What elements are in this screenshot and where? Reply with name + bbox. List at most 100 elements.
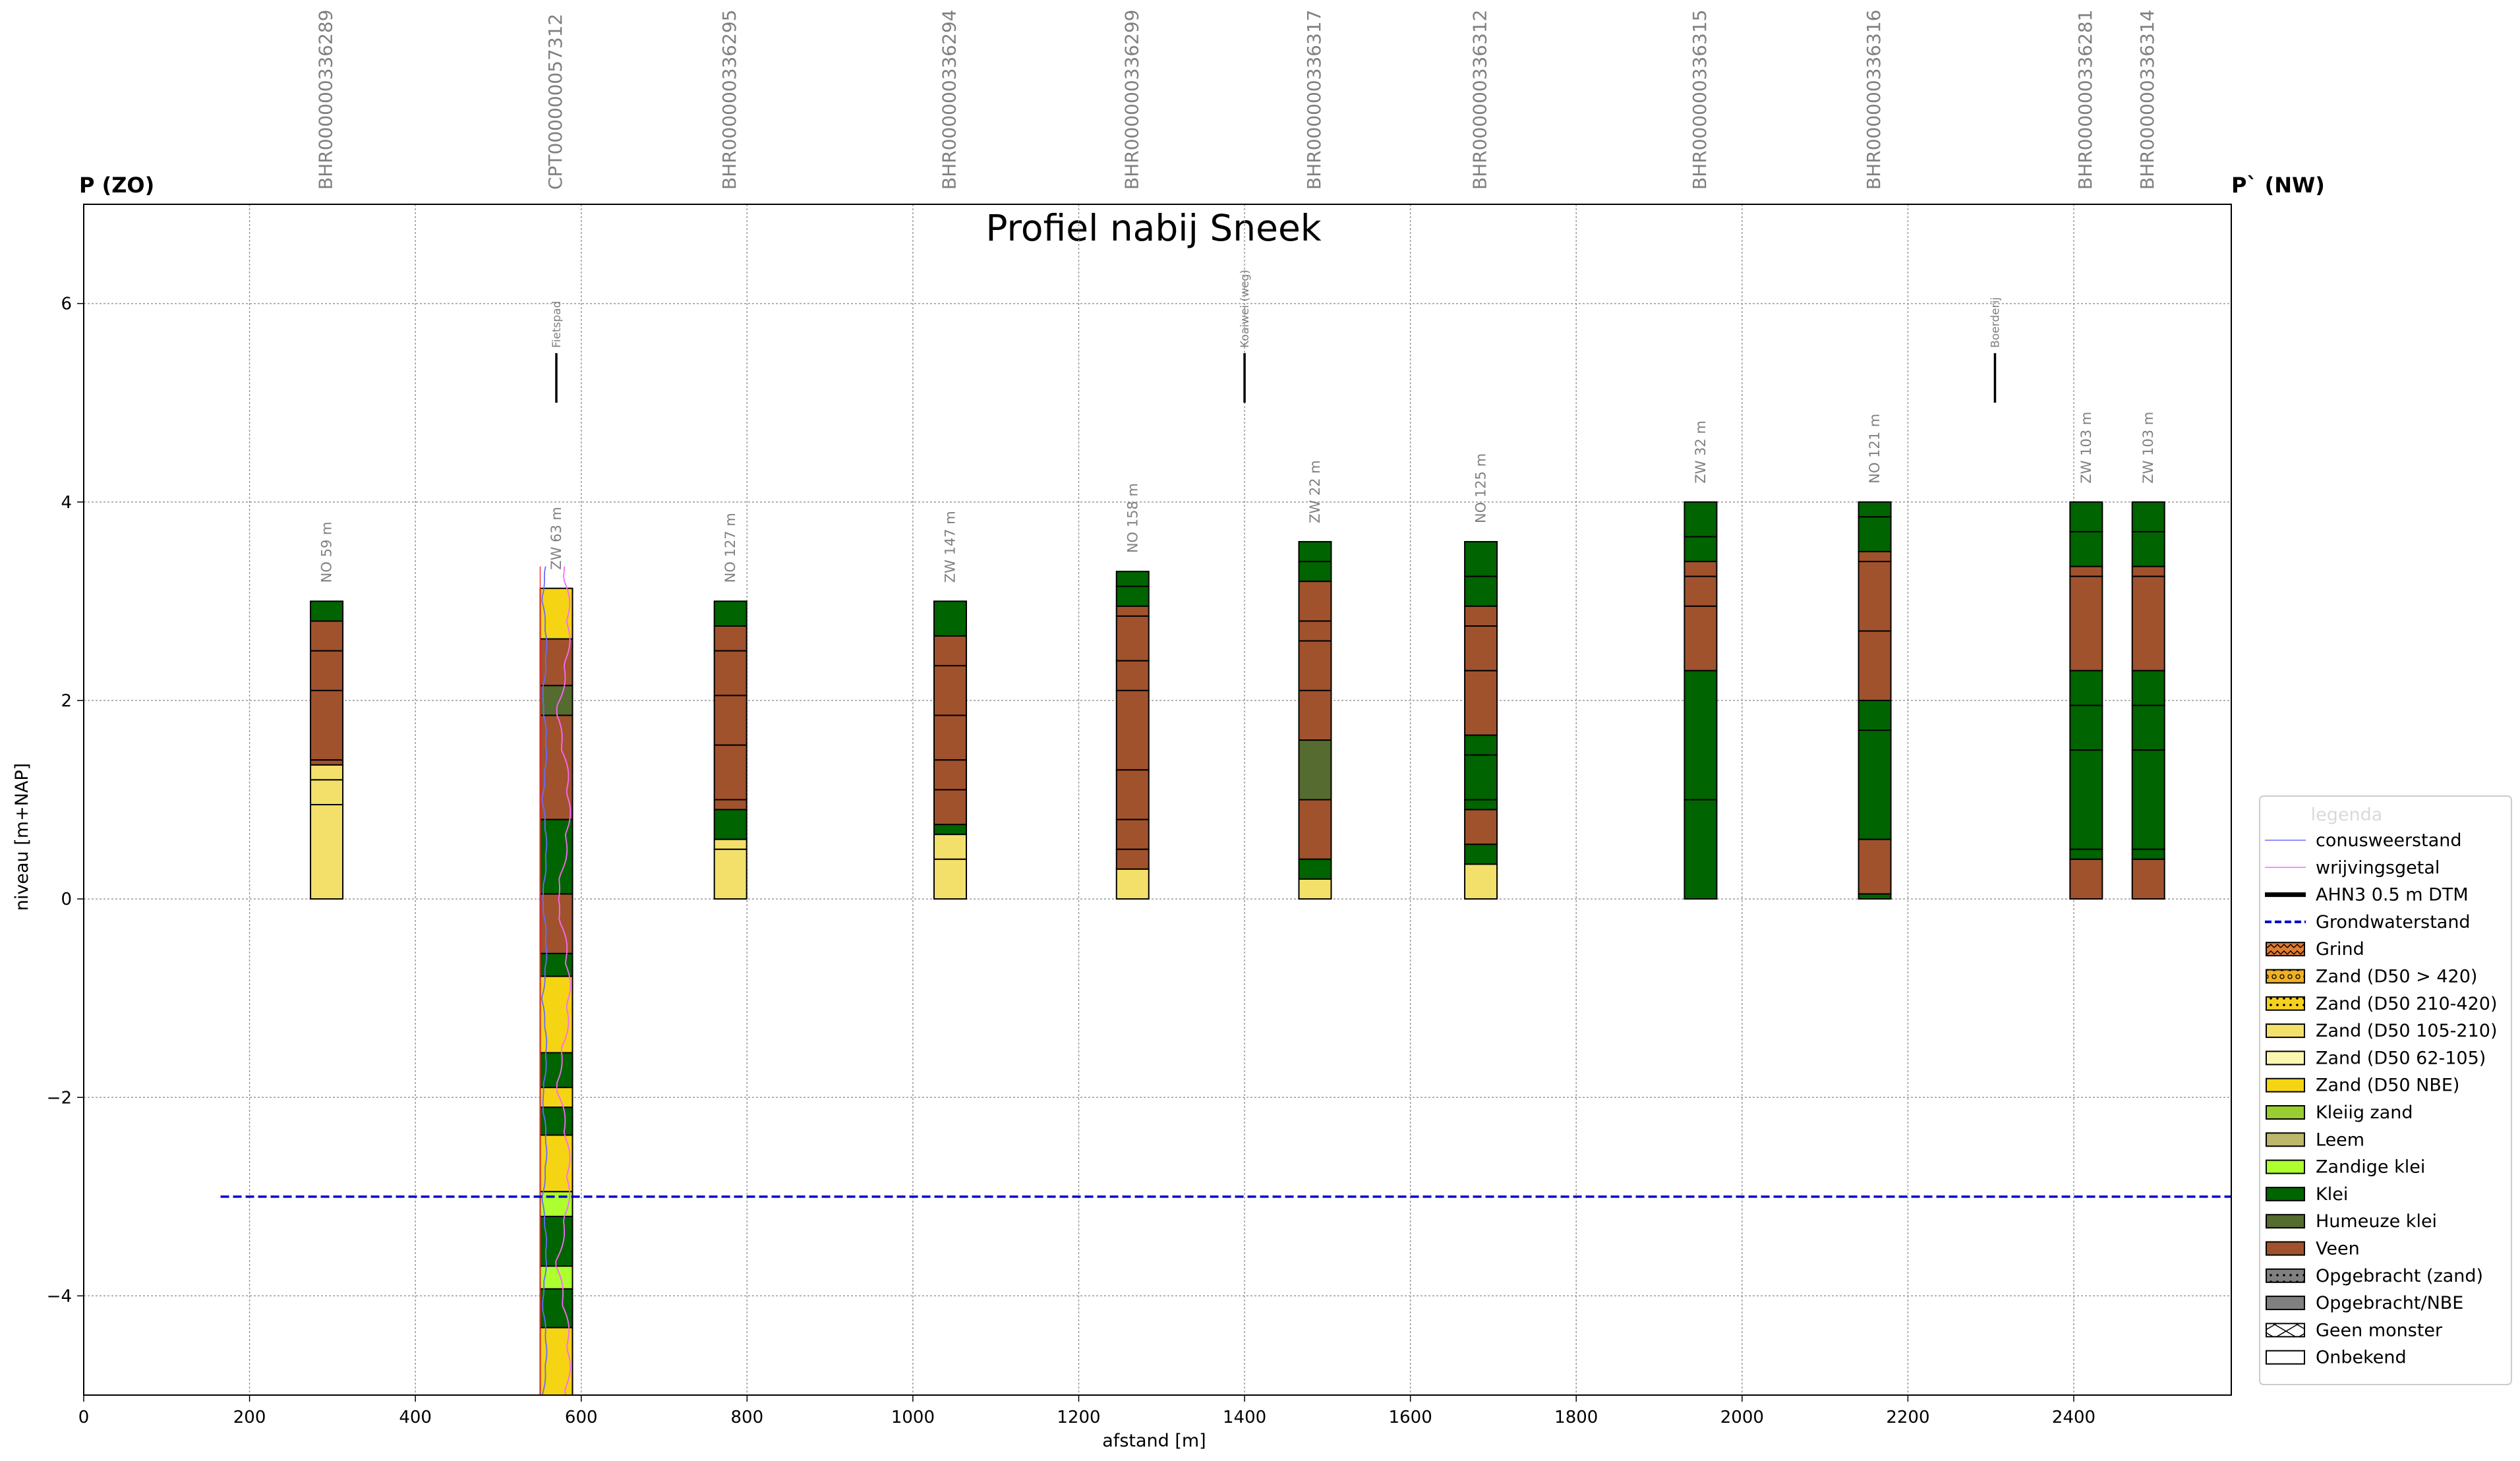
soil-layer xyxy=(1298,640,1332,691)
soil-layer xyxy=(1858,516,1892,553)
borehole-distance-label: ZW 22 m xyxy=(1307,460,1323,523)
soil-layer xyxy=(933,714,968,761)
soil-layer xyxy=(1298,858,1332,880)
legend-patch-swatch xyxy=(2266,1241,2305,1256)
borehole-id-label: BHR000000336314 xyxy=(2136,10,2158,190)
borehole-distance-label: ZW 32 m xyxy=(1693,420,1709,484)
soil-layer xyxy=(539,1087,573,1108)
legend-patch-swatch xyxy=(2266,1050,2305,1066)
x-tick-label: 600 xyxy=(565,1408,598,1427)
soil-layer xyxy=(1464,799,1498,811)
legend-item-label: AHN3 0.5 m DTM xyxy=(2316,885,2469,905)
soil-layer xyxy=(713,625,747,652)
borehole-id-label: BHR000000336315 xyxy=(1689,10,1711,190)
soil-layer xyxy=(933,635,968,667)
legend-item-label: Zand (D50 210-420) xyxy=(2316,994,2497,1014)
soil-layer xyxy=(539,1191,573,1217)
legend-patch-swatch xyxy=(2266,1296,2305,1311)
x-tick-label: 400 xyxy=(399,1408,432,1427)
x-tick-label: 1600 xyxy=(1389,1408,1432,1427)
chart-title: Profiel nabij Sneek xyxy=(985,207,1321,249)
x-tick-label: 1200 xyxy=(1057,1408,1100,1427)
y-axis-label: niveau [m+NAP] xyxy=(12,763,32,911)
soil-layer xyxy=(1115,660,1150,691)
borehole-column xyxy=(1684,501,1718,900)
legend-item-label: Onbekend xyxy=(2316,1348,2407,1368)
soil-layer xyxy=(1684,575,1718,607)
borehole-distance-label: NO 125 m xyxy=(1473,453,1489,523)
soil-layer xyxy=(2131,501,2165,532)
x-tick-label: 2400 xyxy=(2052,1408,2095,1427)
end-label: P` (NW) xyxy=(2231,173,2325,198)
borehole-id-label: BHR000000336281 xyxy=(2074,10,2096,190)
soil-layer xyxy=(1858,630,1892,701)
soil-layer xyxy=(933,665,968,716)
soil-layer xyxy=(2131,858,2165,900)
borehole-distance-label: ZW 103 m xyxy=(2140,412,2156,484)
cone-resistance-trace xyxy=(541,566,548,1396)
soil-layer xyxy=(2131,704,2165,751)
soil-layer xyxy=(539,975,573,1054)
soil-layer xyxy=(1684,501,1718,538)
legend-item-label: Zandige klei xyxy=(2316,1157,2425,1178)
soil-layer xyxy=(2069,530,2103,567)
legend-item-label: wrijvingsgetal xyxy=(2316,857,2440,878)
borehole-column xyxy=(713,600,747,900)
start-label: P (ZO) xyxy=(79,173,154,198)
borehole-column xyxy=(310,600,344,900)
soil-layer xyxy=(1115,605,1150,617)
legend-patch-swatch xyxy=(2266,1159,2305,1174)
soil-layer xyxy=(1298,878,1332,900)
x-tick-label: 800 xyxy=(731,1408,764,1427)
soil-layer xyxy=(310,650,344,691)
soil-layer xyxy=(310,620,344,652)
soil-layer xyxy=(1298,689,1332,741)
soil-layer xyxy=(2069,848,2103,860)
borehole-column xyxy=(1464,540,1498,900)
soil-layer xyxy=(1115,818,1150,850)
borehole-column xyxy=(1858,501,1892,900)
legend-item-label: Klei xyxy=(2316,1184,2348,1205)
legend-item-label: Grind xyxy=(2316,939,2364,960)
borehole-distance-label: ZW 63 m xyxy=(548,507,564,570)
borehole-id-label: CPT000000057312 xyxy=(544,14,566,190)
soil-layer xyxy=(713,650,747,697)
borehole-column xyxy=(1298,540,1332,900)
borehole-id-label: BHR000000336294 xyxy=(939,10,960,190)
soil-layer xyxy=(1298,561,1332,583)
legend-patch-swatch xyxy=(2266,1214,2305,1229)
soil-layer xyxy=(310,764,344,781)
soil-layer xyxy=(1298,799,1332,860)
x-axis-label: afstand [m] xyxy=(1102,1431,1206,1451)
legend-patch-swatch xyxy=(2266,1268,2305,1283)
borehole-id-label: BHR000000336295 xyxy=(718,10,740,190)
legend-item-label: Zand (D50 NBE) xyxy=(2316,1075,2459,1096)
soil-layer xyxy=(1858,561,1892,632)
legend-item-label: Zand (D50 62-105) xyxy=(2316,1048,2486,1068)
soil-layer xyxy=(2131,749,2165,850)
soil-layer xyxy=(2131,670,2165,706)
feature-label: Koaiwei (weg) xyxy=(1239,270,1252,348)
soil-layer xyxy=(1464,540,1498,577)
soil-layer xyxy=(933,789,968,826)
borehole-id-label: BHR000000336299 xyxy=(1121,10,1142,190)
borehole-distance-label: ZW 147 m xyxy=(943,511,958,583)
soil-layer xyxy=(2069,858,2103,900)
soil-layer xyxy=(713,799,747,811)
legend-patch-swatch xyxy=(2266,1132,2305,1147)
soil-layer xyxy=(1464,605,1498,627)
soil-layer xyxy=(1858,893,1892,900)
soil-layer xyxy=(1115,585,1150,607)
soil-layer xyxy=(1464,734,1498,756)
borehole-id-label: BHR000000336317 xyxy=(1303,10,1325,190)
feature-label: Boerderij xyxy=(1989,297,2002,348)
y-tick-label: −4 xyxy=(47,1286,72,1306)
soil-layer xyxy=(933,824,968,836)
soil-layer xyxy=(713,809,747,840)
soil-layer xyxy=(1115,848,1150,870)
soil-layer xyxy=(2131,565,2165,577)
soil-layer xyxy=(310,600,344,622)
soil-layer xyxy=(1115,689,1150,771)
soil-layer xyxy=(933,600,968,637)
legend-patch-swatch xyxy=(2266,942,2305,957)
